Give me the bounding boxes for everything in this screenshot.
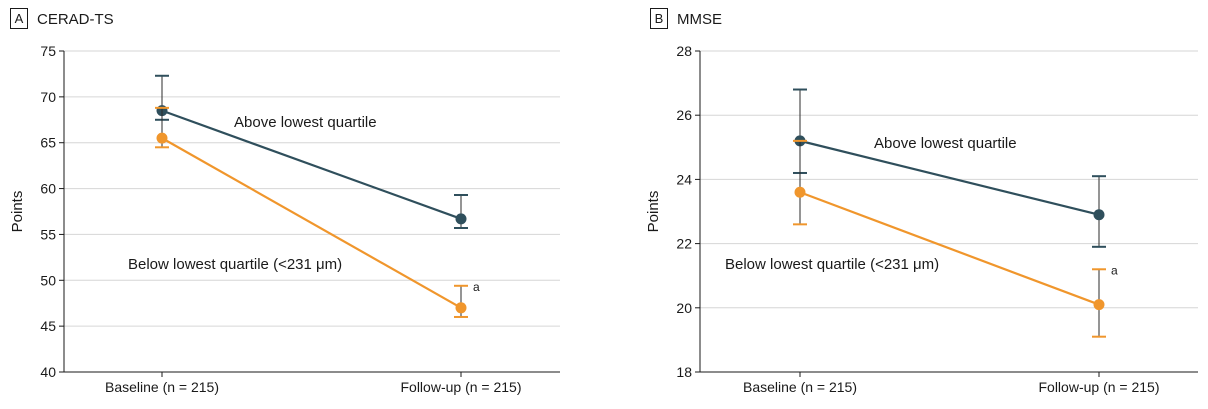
y-tick-label: 22	[676, 236, 692, 252]
panel-letter: B	[655, 11, 664, 26]
y-tick-label: 20	[676, 300, 692, 316]
series-below-lowest-quartile: Below lowest quartile (<231 μm) a	[725, 139, 1118, 338]
series-label: Below lowest quartile (<231 μm)	[725, 256, 939, 273]
y-tick-label: 24	[676, 171, 692, 187]
series-label: Above lowest quartile	[234, 114, 377, 131]
series-below-lowest-quartile: Below lowest quartile (<231 μm) a	[128, 106, 480, 318]
y-tick-label: 65	[40, 135, 56, 151]
series-above-lowest-quartile: Above lowest quartile	[155, 74, 468, 230]
data-point	[455, 213, 467, 225]
data-point	[455, 302, 467, 314]
panel-title: MMSE	[677, 11, 722, 28]
x-tick-label: Follow-up (n = 215)	[1038, 379, 1159, 395]
series-line	[161, 137, 462, 309]
y-tick-label: 60	[40, 181, 56, 197]
significance-marker: a	[473, 280, 480, 294]
y-tick-label: 28	[676, 43, 692, 59]
panel-title: CERAD-TS	[37, 11, 114, 28]
panel-letter-box	[650, 8, 668, 29]
y-tick-label: 26	[676, 107, 692, 123]
panel-letter-box	[10, 8, 28, 29]
data-point	[1093, 209, 1105, 221]
y-tick-label: 45	[40, 318, 56, 334]
panel-letter: A	[15, 11, 24, 26]
series-label: Above lowest quartile	[874, 135, 1017, 152]
data-point	[156, 132, 168, 144]
y-tick-label: 75	[40, 43, 56, 59]
significance-marker: a	[1111, 263, 1118, 277]
series-line	[799, 139, 1100, 216]
y-tick-label: 40	[40, 364, 56, 380]
x-tick-label: Baseline (n = 215)	[743, 379, 857, 395]
x-tick-label: Follow-up (n = 215)	[400, 379, 521, 395]
x-tick-label: Baseline (n = 215)	[105, 379, 219, 395]
panel-b: B MMSE 18 20 22 24 26 28 Baseline (n = 215) Follo…	[645, 8, 1198, 395]
y-tick-label: 70	[40, 89, 56, 105]
y-tick-label: 55	[40, 226, 56, 242]
series-above-lowest-quartile: Above lowest quartile	[793, 88, 1106, 248]
series-line	[161, 109, 462, 220]
y-tick-label: 18	[676, 364, 692, 380]
data-point	[794, 186, 806, 198]
data-point	[1093, 299, 1105, 311]
panel-a: A CERAD-TS 40 45 50 55 60 65 70 75 Baseline (n = 2…	[9, 8, 560, 395]
series-label: Below lowest quartile (<231 μm)	[128, 256, 342, 273]
series-line	[799, 191, 1100, 306]
y-axis-label: Points	[645, 191, 662, 233]
y-tick-label: 50	[40, 272, 56, 288]
y-axis-label: Points	[9, 191, 26, 233]
